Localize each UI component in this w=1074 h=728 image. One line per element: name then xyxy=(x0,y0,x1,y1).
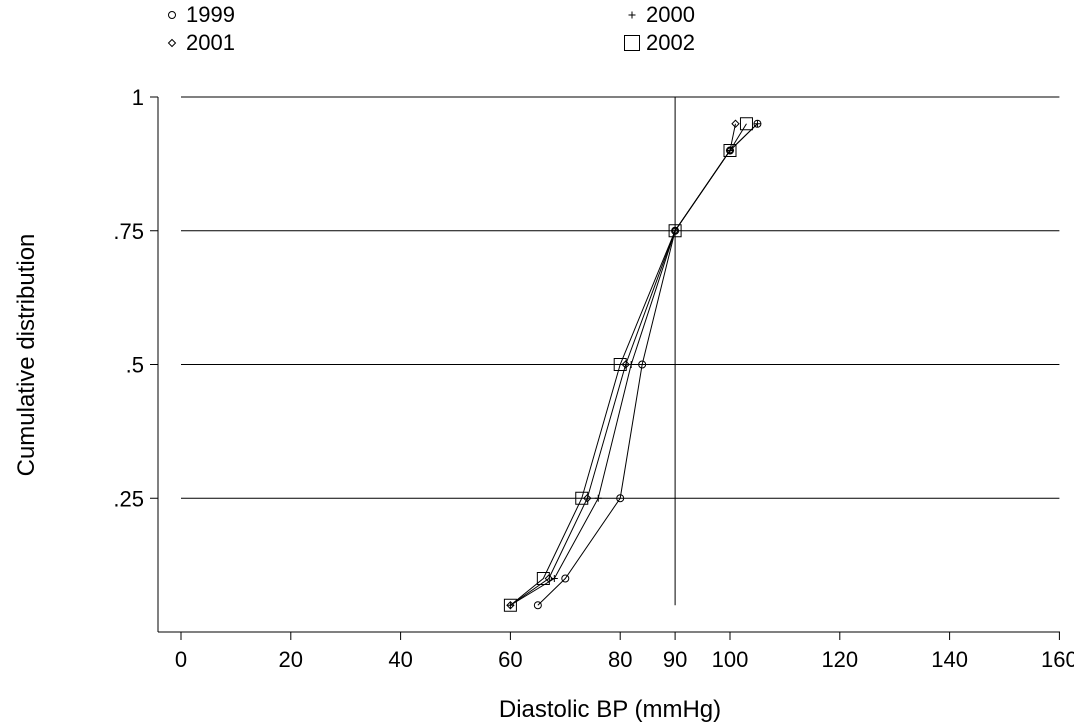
data-point-1999-2 xyxy=(616,494,625,503)
y-tick-label-3: 1 xyxy=(132,85,144,110)
legend-label-2002: 2002 xyxy=(646,30,695,55)
legend-marker-2000 xyxy=(628,11,636,19)
x-tick-label-9: 160 xyxy=(1041,647,1074,672)
series-2002 xyxy=(503,117,753,612)
x-tick-label-2: 40 xyxy=(388,647,412,672)
data-point-2000-6 xyxy=(753,120,761,128)
y-tick-label-1: .5 xyxy=(126,353,144,378)
x-tick-label-0: 0 xyxy=(175,647,187,672)
legend-marker-1999 xyxy=(168,11,176,19)
data-point-2002-5 xyxy=(723,144,737,157)
data-point-2001-0 xyxy=(506,601,515,610)
legend-marker-2002 xyxy=(624,35,640,51)
data-point-2001-2 xyxy=(583,494,592,503)
data-point-2002-2 xyxy=(575,491,589,505)
grid-lines xyxy=(181,96,1060,499)
data-point-1999-1 xyxy=(561,574,570,583)
data-point-2002-6 xyxy=(739,117,753,131)
data-point-2002-0 xyxy=(503,598,517,612)
data-series xyxy=(503,117,762,612)
x-tick-label-6: 100 xyxy=(712,647,749,672)
data-point-1999-3 xyxy=(638,360,647,369)
data-point-2002-3 xyxy=(613,358,627,371)
data-point-2001-6 xyxy=(731,119,740,128)
data-point-2001-3 xyxy=(621,360,630,369)
data-point-2002-4 xyxy=(668,224,682,238)
series-line-2002 xyxy=(510,123,747,606)
legend-entry-1999: 1999 xyxy=(168,2,235,27)
y-tick-label-2: .75 xyxy=(113,219,144,244)
x-tick-label-5: 90 xyxy=(663,647,687,672)
x-tick-label-3: 60 xyxy=(498,647,522,672)
data-point-2000-2 xyxy=(594,494,602,502)
legend-label-1999: 1999 xyxy=(186,2,235,27)
data-point-2001-1 xyxy=(544,574,554,583)
legend-marker-2001 xyxy=(167,38,177,48)
legend: 1999 2000 2001 2002 xyxy=(167,2,695,55)
x-tick-label-7: 120 xyxy=(821,647,858,672)
legend-entry-2002: 2002 xyxy=(624,30,695,55)
data-point-1999-0 xyxy=(533,601,542,610)
data-point-2001-4 xyxy=(670,226,680,235)
legend-label-2000: 2000 xyxy=(646,2,695,27)
axes: .25 .5 .75 1 0 20 40 60 80 90 100 120 140 160 xyxy=(113,85,1074,672)
data-point-2002-1 xyxy=(536,572,550,585)
x-tick-label-4: 80 xyxy=(608,647,632,672)
x-axis-title: Diastolic BP (mmHg) xyxy=(499,696,721,723)
y-tick-label-0: .25 xyxy=(113,486,144,511)
legend-label-2001: 2001 xyxy=(186,30,235,55)
legend-entry-2001: 2001 xyxy=(167,30,235,55)
data-point-2001-5 xyxy=(725,146,735,155)
x-tick-label-1: 20 xyxy=(279,647,303,672)
y-axis-title: Cumulative distribution xyxy=(13,234,40,477)
x-tick-label-8: 140 xyxy=(931,647,968,672)
legend-entry-2000: 2000 xyxy=(628,2,695,27)
